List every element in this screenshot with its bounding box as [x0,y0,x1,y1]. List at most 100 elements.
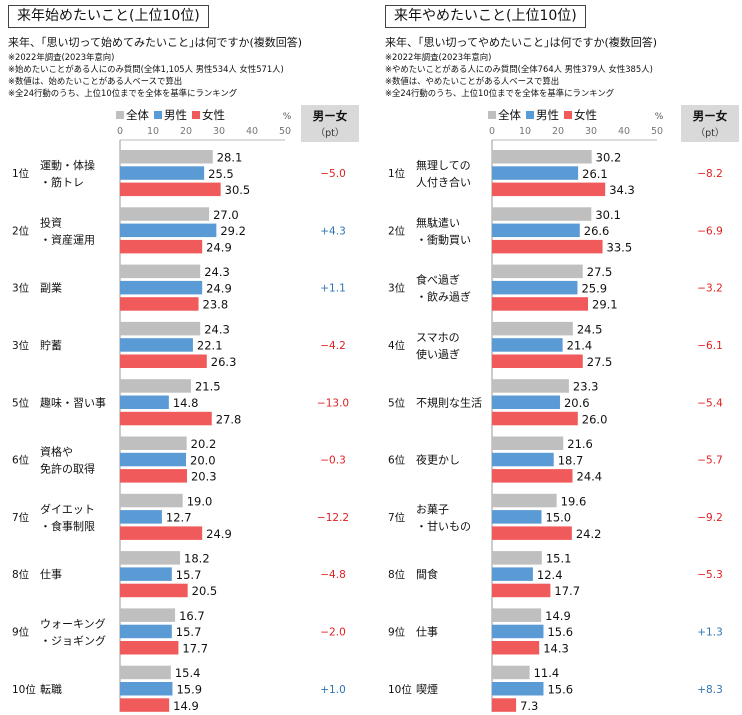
bar-female [492,469,573,483]
legend-swatch [154,111,162,119]
bar-male [492,452,554,467]
data-label: 21.4 [567,339,593,353]
legend-label: 全体 [126,108,149,122]
note-line: ※やめたいことがある人にのみ質問(全体764人 男性379人 女性385人) [385,64,653,74]
data-label: 15.6 [547,683,573,697]
rank-label: 2位 [388,224,406,237]
category-label: ・資産運用 [40,233,95,246]
legend-swatch [526,111,534,119]
bar-female [492,698,517,712]
legend-label: 女性 [574,108,597,122]
data-label: 21.5 [195,380,221,394]
x-tick-label: 20 [552,126,564,137]
legend-label: 男性 [536,108,559,122]
diff-value: +1.0 [320,684,346,696]
data-label: 11.4 [534,666,560,680]
bar-all [120,321,201,336]
data-label: 24.2 [576,527,602,541]
diff-value: −4.2 [320,340,346,352]
data-label: 30.2 [596,151,622,165]
data-label: 24.4 [577,470,603,484]
legend-swatch [564,111,572,119]
category-label: ウォーキング [40,616,106,630]
bar-all [492,207,592,221]
bar-female [492,583,551,598]
data-label: 23.8 [203,298,229,312]
rank-label: 5位 [388,396,406,409]
data-label: 21.6 [567,437,593,451]
diff-header-unit: （pt） [696,127,725,139]
bar-all [120,207,210,221]
note-line: ※数値は、始めたいことがある人ベースで算出 [8,76,183,86]
data-label: 24.5 [577,322,603,336]
data-label: 24.3 [204,322,230,336]
data-label: 33.5 [607,240,633,254]
data-label: 12.7 [166,511,192,525]
bar-all [492,379,569,393]
bar-all [492,264,583,279]
category-label: ・衝動買い [416,232,471,246]
data-label: 24.9 [206,527,232,541]
note-line: ※2022年調査(2023年意向) [8,52,115,62]
category-label: ・飲み過ぎ [416,290,471,304]
category-label: 無理しての [416,158,471,172]
data-label: 30.1 [595,208,621,222]
bar-male [120,395,169,409]
category-label: お菓子 [416,503,449,516]
x-tick-label: 30 [213,126,225,137]
bar-female [492,182,606,197]
data-label: 23.3 [573,380,599,394]
legend-swatch [116,111,124,119]
data-label: 15.1 [546,552,572,566]
category-label: 免許の取得 [40,462,95,476]
panel-stop: 来年やめたいこと(上位10位) 来年、｢思い切ってやめたいこと｣は何ですか(複数… [371,0,742,715]
bar-all [120,493,183,508]
rank-label: 1位 [388,167,406,180]
x-tick-label: 40 [618,126,630,137]
bar-male [492,567,533,581]
data-label: 19.6 [561,494,587,508]
category-label: 趣味・習い事 [40,395,106,409]
bar-all [492,665,530,680]
data-label: 15.0 [546,511,572,525]
diff-header-bg [301,105,359,142]
note-line: ※始めたいことがある人にのみ質問(全体1,105人 男性534人 女性571人) [8,64,284,74]
bar-all [120,665,171,680]
bar-male [120,280,203,295]
diff-header-unit: （pt） [316,127,345,139]
rank-label: 6位 [12,454,30,467]
question-text: 来年、｢思い切ってやめたいこと｣は何ですか(複数回答) [385,36,658,49]
data-label: 15.7 [176,568,202,582]
data-label: 15.7 [176,625,202,639]
legend-swatch [488,111,496,119]
data-label: 28.1 [217,151,243,165]
bar-male [492,395,560,409]
bar-female [120,354,207,368]
diff-value: −9.2 [697,512,723,524]
bar-female [120,239,203,254]
bar-male [120,223,217,238]
bar-all [492,608,542,622]
rank-label: 2位 [12,224,30,237]
legend-label: 女性 [202,108,225,122]
legend-swatch [192,111,200,119]
note-line: ※全24行動のうち、上位10位までを全体を基準にランキング [8,88,238,98]
bar-female [120,583,188,598]
bar-male [492,682,544,696]
diff-value: +8.3 [697,684,723,696]
data-label: 25.5 [208,167,234,181]
bar-male [120,510,162,524]
bar-male [120,567,172,581]
bar-female [492,239,603,254]
data-label: 7.3 [520,699,538,713]
bar-male [492,280,578,295]
data-label: 24.9 [206,240,232,254]
bar-all [120,551,181,565]
legend-label: 全体 [498,108,521,122]
category-label: 仕事 [40,568,62,581]
bar-all [120,436,187,450]
bar-female [120,297,199,311]
rank-label: 1位 [12,167,30,180]
